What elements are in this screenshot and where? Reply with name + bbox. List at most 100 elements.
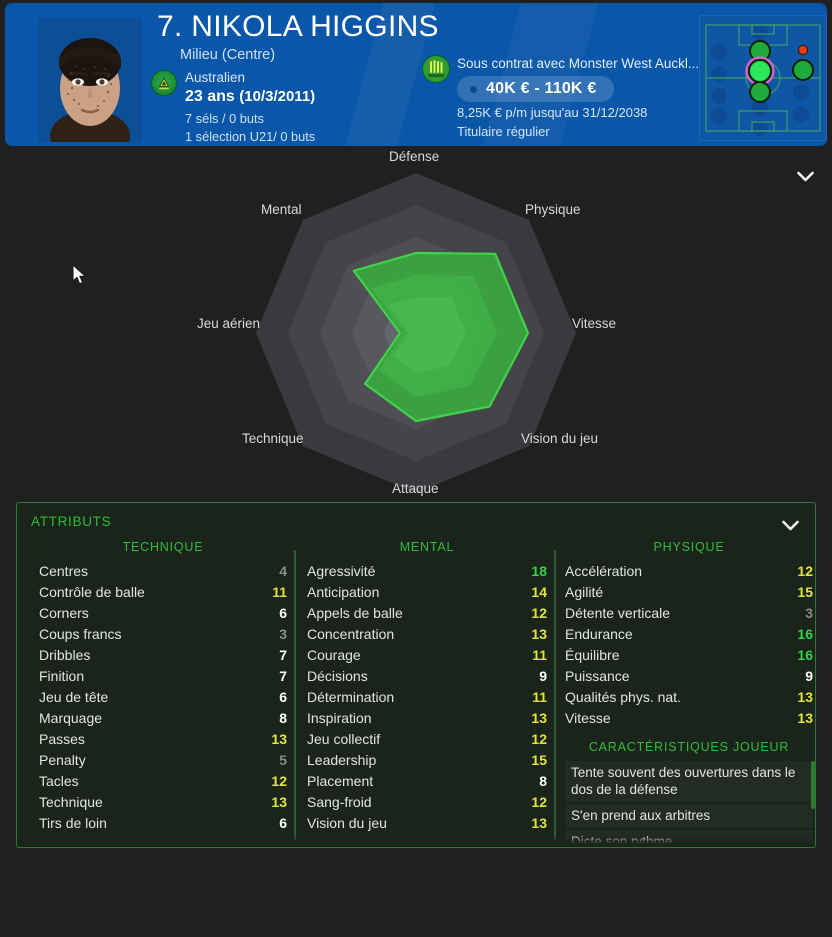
attribute-value: 7: [279, 647, 287, 663]
attribute-value: 12: [271, 773, 287, 789]
column-header-mental: MENTAL: [399, 540, 455, 554]
attribute-radar-section: Défense Physique Vitesse Vision du jeu A…: [0, 147, 832, 499]
panel-fade-overlay: [17, 835, 815, 847]
radar-axis-label-mental: Mental: [261, 202, 302, 217]
radar-chart: [256, 173, 576, 493]
column-header-technique: TECHNIQUE: [122, 540, 204, 554]
player-portrait-avatar: [38, 18, 142, 142]
radar-axis-label-vitesse: Vitesse: [572, 316, 617, 331]
attribute-value: 15: [531, 752, 547, 768]
attribute-row: Courage 11: [307, 647, 547, 668]
attribute-value: 13: [271, 794, 287, 810]
attribute-label: Accélération: [565, 563, 643, 579]
contract-status: Sous contrat avec Monster West Auckl...: [457, 56, 700, 71]
attribute-label: Endurance: [565, 626, 633, 642]
attribute-row: Détermination 11: [307, 689, 547, 710]
attribute-value: 12: [531, 605, 547, 621]
attribute-row: Centres 4: [39, 563, 287, 584]
attribute-value: 3: [805, 605, 813, 621]
technique-rows: Centres 4 Contrôle de balle 11 Corners 6 Coups…: [39, 563, 287, 836]
attribute-value: 3: [279, 626, 287, 642]
attribute-value: 11: [272, 584, 287, 600]
attribute-value: 12: [531, 794, 547, 810]
attribute-label: Courage: [307, 647, 361, 663]
attribute-column-physique: PHYSIQUE Accélération 12 Agilité 15 Détente …: [565, 540, 813, 731]
attribute-value: 12: [531, 731, 547, 747]
attribute-label: Équilibre: [565, 647, 620, 663]
attribute-row: Corners 6: [39, 605, 287, 626]
attribute-label: Corners: [39, 605, 89, 621]
attribute-row: Décisions 9: [307, 668, 547, 689]
attribute-label: Décisions: [307, 668, 368, 684]
column-separator: [294, 550, 296, 840]
australia-flag-badge-icon: [151, 70, 177, 96]
attribute-label: Agilité: [565, 584, 604, 600]
radar-axis-label-physique: Physique: [525, 202, 581, 217]
age-value: 23 ans: [185, 88, 235, 105]
u21-caps: 1 sélection U21/ 0 buts: [185, 129, 316, 144]
player-wage: 8,25K € p/m jusqu'au 31/12/2038: [457, 105, 648, 120]
attribute-value: 14: [531, 584, 547, 600]
radar-axis-label-jeu-aerien: Jeu aérien: [197, 316, 261, 331]
attribute-value: 13: [531, 626, 547, 642]
radar-axis-label-technique: Technique: [242, 431, 304, 446]
player-footer: TAILLE 165 cm: [0, 856, 832, 937]
attribute-label: Sang-froid: [307, 794, 372, 810]
attribute-label: Leadership: [307, 752, 377, 768]
attribute-value: 11: [532, 689, 547, 705]
attribute-label: Concentration: [307, 626, 395, 642]
attribute-label: Tacles: [39, 773, 79, 789]
chevron-down-icon[interactable]: [794, 165, 816, 187]
attribute-row: Puissance 9: [565, 668, 813, 689]
attribute-value: 13: [531, 710, 547, 726]
attribute-label: Qualités phys. nat.: [565, 689, 681, 705]
attribute-row: Accélération 12: [565, 563, 813, 584]
attributes-panel-title: ATTRIBUTS: [31, 514, 112, 529]
chevron-down-icon[interactable]: [779, 514, 801, 536]
characteristics-scrollbar[interactable]: [811, 761, 815, 809]
player-nationality: Australien: [185, 70, 246, 85]
attribute-label: Dribbles: [39, 647, 91, 663]
attribute-row: Qualités phys. nat. 13: [565, 689, 813, 710]
attribute-label: Centres: [39, 563, 89, 579]
attribute-row: Tacles 12: [39, 773, 287, 794]
column-header-physique: PHYSIQUE: [653, 540, 725, 554]
attribute-value: 13: [531, 815, 547, 831]
player-age: 23 ans (10/3/2011): [185, 88, 315, 106]
attribute-value: 13: [797, 689, 813, 705]
attribute-row: Concentration 13: [307, 626, 547, 647]
attribute-row: Placement 8: [307, 773, 547, 794]
radar-axis-label-defense: Défense: [389, 149, 440, 164]
attribute-row: Sang-froid 12: [307, 794, 547, 815]
attribute-value: 6: [279, 689, 287, 705]
column-separator: [554, 550, 556, 840]
attribute-label: Passes: [39, 731, 85, 747]
formation-pitch[interactable]: [699, 15, 827, 141]
attribute-row: Équilibre 16: [565, 647, 813, 668]
attribute-row: Endurance 16: [565, 626, 813, 647]
attribute-value: 15: [797, 584, 813, 600]
attribute-label: Puissance: [565, 668, 630, 684]
attribute-row: Technique 13: [39, 794, 287, 815]
attribute-value: 7: [279, 668, 287, 684]
attribute-value: 6: [279, 815, 287, 831]
attribute-row: Anticipation 14: [307, 584, 547, 605]
attribute-row: Finition 7: [39, 668, 287, 689]
attribute-value: 9: [539, 668, 547, 684]
attribute-value: 6: [279, 605, 287, 621]
player-position: Milieu (Centre): [180, 47, 276, 63]
attribute-row: Passes 13: [39, 731, 287, 752]
attribute-value: 12: [797, 563, 813, 579]
squad-role: Titulaire régulier: [457, 124, 550, 139]
attribute-value: 13: [797, 710, 813, 726]
physique-rows: Accélération 12 Agilité 15 Détente verticale…: [565, 563, 813, 731]
attribute-row: Appels de balle 12: [307, 605, 547, 626]
player-name: 7. NIKOLA HIGGINS: [157, 10, 439, 43]
attribute-row: Coups francs 3: [39, 626, 287, 647]
attribute-label: Coups francs: [39, 626, 122, 642]
player-value-badge[interactable]: 40K € - 110K €: [457, 76, 615, 102]
characteristic-item: Tente souvent des ouvertures dans le dos…: [565, 761, 813, 802]
attribute-row: Vitesse 13: [565, 710, 813, 731]
attribute-row: Détente verticale 3: [565, 605, 813, 626]
attribute-label: Anticipation: [307, 584, 380, 600]
